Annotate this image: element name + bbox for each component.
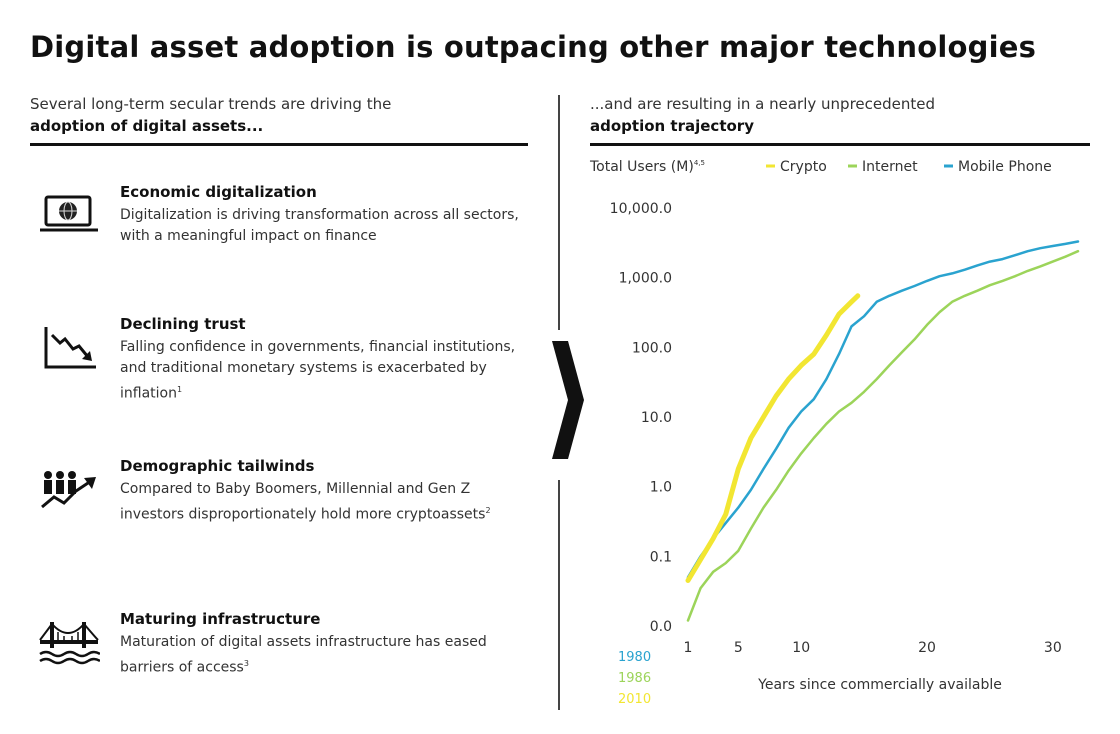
legend-label: Crypto [780,159,827,175]
y-axis-ticks: 0.0 0.1 1.0 10.0 100.0 1,000.0 10,000.0 [610,201,672,635]
series-line-internet [686,249,1080,622]
trend-heading: Declining trust [120,315,246,333]
left-intro: Several long-term secular trends are dri… [30,93,530,137]
y-tick-label: 100.0 [632,340,672,356]
y-tick-label: 10,000.0 [610,201,672,217]
start-year-labels: 1980 1986 2010 [618,650,651,707]
vertical-divider-top [558,95,560,330]
trend-heading: Economic digitalization [120,183,317,201]
laptop-globe-icon [40,195,98,232]
start-year-label: 1986 [618,671,651,686]
left-divider-rule [30,143,528,146]
trend-heading: Maturing infrastructure [120,610,321,628]
footnote-marker: 3 [243,659,249,668]
right-intro: ...and are resulting in a nearly unprece… [590,93,1090,137]
y-tick-label: 0.0 [650,619,672,635]
people-growth-icon [41,471,96,509]
right-divider-rule [590,143,1090,146]
legend-label: Mobile Phone [958,159,1052,175]
bridge-icon [39,622,100,665]
x-axis-label: Years since commercially available [757,677,1002,693]
x-tick-label: 10 [792,640,810,656]
trend-description: Falling confidence in governments, finan… [120,339,516,402]
y-tick-label: 10.0 [641,410,672,426]
trend-heading: Demographic tailwinds [120,457,315,475]
series-line-crypto [685,293,861,583]
chevron-right-icon [552,341,584,459]
trend-description: Digitalization is driving transformation… [120,207,519,244]
x-tick-label: 1 [684,640,693,656]
x-tick-label: 20 [918,640,936,656]
left-intro-line: Several long-term secular trends are dri… [30,95,392,113]
legend-label: Internet [862,159,918,175]
y-tick-label: 0.1 [650,549,672,565]
right-intro-bold: adoption trajectory [590,117,754,135]
vertical-divider-bottom [558,480,560,710]
trend-description: Maturation of digital assets infrastruct… [120,634,487,676]
series-line-mobile-phone [686,240,1080,579]
footnote-marker: 2 [485,506,491,515]
x-tick-label: 30 [1044,640,1062,656]
start-year-label: 1980 [618,650,651,665]
footnote-marker: 1 [176,385,183,394]
left-intro-bold: adoption of digital assets... [30,117,264,135]
start-year-label: 2010 [618,692,651,707]
declining-chart-icon [44,327,96,369]
page-title: Digital asset adoption is outpacing othe… [30,30,1037,64]
chart-series [685,240,1080,622]
y-tick-label: 1,000.0 [619,271,672,287]
right-intro-line: ...and are resulting in a nearly unprece… [590,95,935,113]
x-axis-ticks: 1 5 10 20 30 [684,640,1062,656]
x-tick-label: 5 [734,640,743,656]
chart-legend: Crypto Internet Mobile Phone [766,159,1052,175]
trend-description: Compared to Baby Boomers, Millennial and… [120,481,486,523]
y-axis-label: Total Users (M)4,5 [589,159,705,175]
y-tick-label: 1.0 [650,480,672,496]
